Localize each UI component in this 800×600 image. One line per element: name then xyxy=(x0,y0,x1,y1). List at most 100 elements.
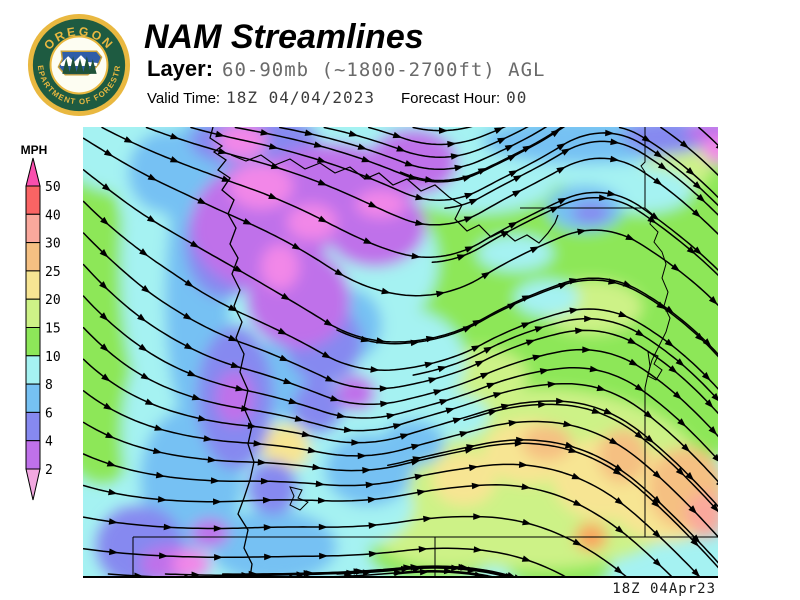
arrowhead xyxy=(351,439,361,446)
arrowhead xyxy=(376,337,386,344)
arrowhead xyxy=(556,166,566,174)
arrowhead xyxy=(313,141,324,148)
streamline xyxy=(82,137,722,310)
legend-title: MPH xyxy=(21,143,48,157)
arrowhead xyxy=(247,422,257,430)
arrowhead xyxy=(191,393,202,401)
legend-tick-label: 6 xyxy=(45,406,53,421)
arrowhead xyxy=(480,372,490,380)
arrowhead xyxy=(532,354,542,361)
streamline xyxy=(431,196,723,280)
arrowhead xyxy=(612,467,623,476)
arrowhead xyxy=(652,495,662,505)
arrowhead xyxy=(460,564,470,571)
arrowhead xyxy=(459,431,469,438)
arrowhead xyxy=(506,572,517,579)
streamline xyxy=(463,403,720,514)
arrowhead xyxy=(187,369,197,377)
arrowhead xyxy=(701,372,711,381)
county-line xyxy=(644,207,671,389)
legend-segment xyxy=(25,242,41,272)
arrowhead xyxy=(137,313,147,322)
arrowhead xyxy=(708,426,718,435)
arrowhead xyxy=(318,215,328,223)
arrowhead xyxy=(671,263,681,272)
arrowhead xyxy=(221,175,231,182)
arrowhead xyxy=(270,162,281,170)
arrowhead xyxy=(191,571,201,579)
arrowhead xyxy=(379,385,389,392)
arrowhead xyxy=(325,375,335,382)
arrowhead xyxy=(681,443,691,453)
arrowhead xyxy=(370,366,380,373)
streamline xyxy=(82,484,677,582)
arrowhead xyxy=(614,566,624,575)
arrowhead xyxy=(301,430,312,438)
arrowhead xyxy=(693,246,702,255)
arrowhead xyxy=(367,496,377,504)
arrowhead xyxy=(134,572,144,579)
arrowhead xyxy=(493,392,503,399)
arrowhead xyxy=(362,467,372,474)
valid-time-row: Valid Time: 18Z 04/04/2023 Forecast Hour… xyxy=(147,88,527,107)
arrowhead xyxy=(447,140,457,148)
arrowhead xyxy=(468,198,479,206)
arrowhead xyxy=(677,418,687,427)
arrowhead xyxy=(550,129,561,138)
streamline xyxy=(82,358,723,511)
arrowhead xyxy=(147,173,158,181)
arrowhead xyxy=(420,568,430,576)
arrowhead xyxy=(584,315,594,323)
arrowhead xyxy=(253,440,263,447)
arrowhead xyxy=(381,287,391,295)
arrowhead xyxy=(392,423,403,430)
arrowhead xyxy=(99,281,108,290)
arrowhead xyxy=(386,412,396,420)
arrowhead xyxy=(463,216,474,223)
arrowhead xyxy=(99,343,109,352)
arrowhead xyxy=(415,193,425,201)
legend-segment xyxy=(25,440,41,470)
arrowhead xyxy=(106,460,117,467)
layer-row: Layer: 60-90mb (~1800-2700ft) AGL xyxy=(147,56,545,82)
forecast-hour-value: 00 xyxy=(506,88,528,107)
arrowhead xyxy=(312,463,322,471)
arrowhead xyxy=(315,480,325,488)
arrowhead xyxy=(242,218,253,225)
arrowhead xyxy=(665,305,675,314)
arrowhead xyxy=(653,150,663,158)
streamline xyxy=(145,126,720,236)
arrowhead xyxy=(618,310,628,318)
arrowhead xyxy=(556,397,566,405)
map-canvas xyxy=(51,109,768,591)
arrowhead xyxy=(483,346,493,354)
arrowhead xyxy=(625,233,635,241)
arrowhead xyxy=(418,546,428,553)
arrowhead xyxy=(443,567,454,575)
forecast-hour-label: Forecast Hour: xyxy=(400,90,501,107)
arrowhead xyxy=(494,127,504,134)
arrowhead xyxy=(207,456,217,463)
arrowhead xyxy=(564,441,575,449)
arrowhead xyxy=(268,192,278,200)
arrowhead xyxy=(233,265,243,273)
arrowhead xyxy=(321,351,332,359)
valid-time-label: Valid Time: xyxy=(147,90,221,107)
legend-tick-label: 40 xyxy=(45,208,61,223)
arrowhead xyxy=(348,130,359,137)
arrowhead xyxy=(283,377,293,385)
arrowhead xyxy=(507,154,517,162)
arrowhead xyxy=(711,393,720,402)
arrowhead xyxy=(260,129,270,136)
legend-arrow-top xyxy=(25,157,41,187)
arrowhead xyxy=(614,464,624,472)
arrowhead xyxy=(641,134,652,143)
arrowhead xyxy=(513,175,523,183)
arrowhead xyxy=(368,522,378,529)
arrowhead xyxy=(190,240,200,248)
arrowhead xyxy=(109,548,119,556)
arrowhead xyxy=(521,322,531,329)
arrowhead xyxy=(450,153,461,160)
arrowhead xyxy=(679,140,689,149)
streamline xyxy=(82,232,721,417)
